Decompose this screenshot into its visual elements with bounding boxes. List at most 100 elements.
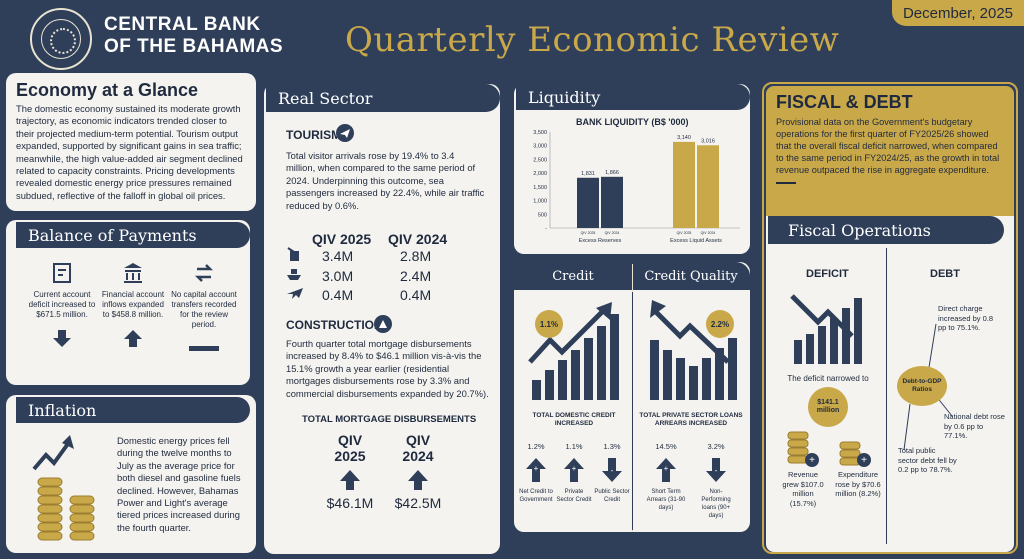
fiscal-summary-card: FISCAL & DEBT Provisional data on the Go… [766, 86, 1014, 226]
svg-text:+: + [809, 455, 815, 466]
credit-item-private: 1.1% + Private Sector Credit [556, 442, 592, 503]
expenditure-text: Expenditure rose by $70.6 million (8.2%) [835, 470, 881, 498]
category-label: Excess Liquid Assets [670, 238, 722, 244]
bop-item-current: Current account deficit increased to $67… [28, 262, 96, 377]
bar-value-label: 3,016 [701, 138, 715, 144]
bank-liquidity-chart: 3,500 3,000 2,500 2,000 1,500 1,000 500 - 1,831 Q… [533, 130, 740, 244]
fiscal-underline [776, 182, 796, 184]
arrears-chart-icon [650, 300, 737, 400]
tourism-row: 0.4M 0.4M [322, 287, 432, 303]
mortgage-col-2025: QIV 2025 $46.1M [322, 432, 378, 511]
coins-down-illustration [32, 435, 95, 541]
svg-text:+: + [534, 464, 539, 473]
mortgage-value-2025: $46.1M [326, 495, 374, 511]
up-arrow-icon [340, 470, 360, 490]
debt-national-text: National debt rose by 0.6 pp to 77.1%. [944, 412, 1005, 440]
arrears-caption: TOTAL PRIVATE SECTOR LOANS ARREARS INCRE… [639, 412, 743, 427]
tourism-row: 3.4M 2.8M [322, 248, 432, 264]
economy-at-a-glance-card: Economy at a Glance The domestic economy… [6, 73, 256, 211]
svg-text:-: - [715, 466, 718, 475]
bar-excess-liquid-assets-1 [697, 145, 719, 228]
glance-title: Economy at a Glance [16, 80, 199, 100]
tourism-title: TOURISM [286, 128, 342, 142]
credit-divider-inner [632, 292, 633, 530]
invoice-icon [53, 263, 71, 283]
category-label: Excess Reserves [579, 238, 622, 244]
credit-items: 1.2% + Net Credit to Government 1.1% + P… [518, 442, 630, 504]
deficit-title: DEFICIT [806, 268, 849, 280]
bop-item-capital: No capital account transfers recorded fo… [170, 262, 238, 377]
tourism-col-2025: QIV 2025 [312, 231, 372, 247]
tourism-table: 3.4M 2.8M 3.0M 2.4M 0.4M 0.4M [322, 247, 472, 306]
y-tick-label: 1,500 [533, 185, 547, 191]
arrears-items: 14.5% + Short Term Arrears (31-90 days) … [646, 442, 736, 520]
fiscal-operations-card [766, 216, 1014, 552]
bar-excess-reserves-0 [577, 177, 599, 228]
construction-icon [374, 315, 392, 333]
inflation-title: Inflation [16, 397, 250, 423]
inflation-body: Domestic energy prices fell during the t… [117, 435, 241, 533]
bank-name: CENTRAL BANK OF THE BAHAMAS [104, 14, 284, 57]
mortgage-col-2024: QIV 2024 $42.5M [390, 432, 446, 511]
bar-series-label: QIV 2025 [677, 231, 692, 235]
revenue-text: Revenue grew $107.0 million (15.7%) [782, 470, 824, 508]
deficit-decline-icon [790, 294, 862, 364]
page-title: Quarterly Economic Review [345, 20, 840, 60]
flat-bar-icon [189, 346, 219, 351]
debt-public-text: Total public sector debt fell by 0.2 pp … [898, 446, 957, 474]
y-tick-label: 3,000 [533, 144, 547, 150]
luggage-icon [287, 247, 299, 261]
svg-text:+: + [664, 464, 669, 473]
up-arrow-icon [408, 470, 428, 490]
up-arrow-icon: + [656, 458, 676, 482]
bar-value-label: 3,140 [677, 135, 691, 141]
credit-quality-title: Credit Quality [644, 268, 738, 284]
bar-excess-reserves-1 [601, 176, 623, 228]
bar-excess-liquid-assets-0 [673, 141, 695, 228]
construction-body: Fourth quarter total mortgage disburseme… [286, 338, 489, 399]
up-arrow-icon: + [526, 458, 546, 482]
down-arrow-icon [53, 330, 71, 347]
arrears-item-short-term: 14.5% + Short Term Arrears (31-90 days) [646, 442, 686, 511]
deficit-value-badge: $141.1 million [808, 387, 848, 427]
credit-growth-chart-icon [528, 302, 619, 400]
down-arrow-icon: - [602, 458, 622, 482]
bar-value-label: 1,831 [581, 171, 595, 177]
bar-series-label: QIV 2024 [701, 231, 716, 235]
credit-title: Credit [552, 268, 594, 284]
tourism-col-2024: QIV 2024 [388, 231, 448, 247]
bar-series-label: QIV 2025 [581, 231, 596, 235]
y-tick-label: 1,000 [533, 199, 547, 205]
fiscal-divider [886, 248, 887, 544]
credit-item-government: 1.2% + Net Credit to Government [519, 442, 553, 503]
central-bank-seal [30, 8, 92, 70]
up-arrow-icon: + [564, 458, 584, 482]
cruise-ship-icon [287, 269, 301, 280]
up-arrow-icon [124, 330, 142, 347]
tourism-row: 3.0M 2.4M [322, 267, 432, 284]
arrears-item-npl: 3.2% - Non-Performing loans (90+ days) [701, 442, 731, 519]
fiscal-title: FISCAL & DEBT [776, 92, 913, 112]
date-badge: December, 2025 [892, 0, 1024, 26]
credit-item-public: 1.3% - Public Sector Credit [594, 442, 630, 503]
credit-caption: TOTAL DOMESTIC CREDIT INCREASED [532, 412, 616, 427]
svg-text:+: + [861, 455, 867, 466]
bar-value-label: 1,866 [605, 170, 619, 176]
real-sector-title: Real Sector [266, 84, 500, 112]
debt-title: DEBT [930, 268, 960, 280]
arrears-pct-badge: 2.2% [706, 310, 734, 338]
glance-body: The domestic economy sustained its moder… [16, 103, 243, 201]
mortgage-title: TOTAL MORTGAGE DISBURSEMENTS [302, 414, 477, 425]
y-tick-label: 500 [538, 212, 547, 218]
deficit-text: The deficit narrowed to [787, 374, 869, 383]
bop-current-text: Current account deficit increased to $67… [28, 290, 96, 319]
svg-text:-: - [611, 466, 614, 475]
expenditure-coins-icon: + [839, 441, 871, 467]
debt-direct-text: Direct charge increased by 0.8 pp to 75.… [938, 304, 994, 332]
fiscal-outer-frame [762, 82, 1018, 554]
exchange-icon [194, 264, 214, 282]
bop-financial-text: Financial account inflows expanded to $4… [101, 290, 165, 319]
liquidity-title: Liquidity [516, 84, 750, 110]
bank-icon [124, 263, 142, 283]
airplane-badge-icon [336, 124, 354, 142]
